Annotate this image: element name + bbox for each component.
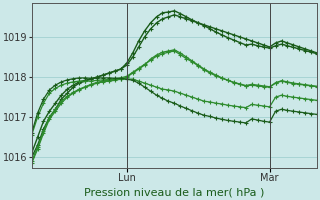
X-axis label: Pression niveau de la mer( hPa ): Pression niveau de la mer( hPa ) [84, 187, 265, 197]
